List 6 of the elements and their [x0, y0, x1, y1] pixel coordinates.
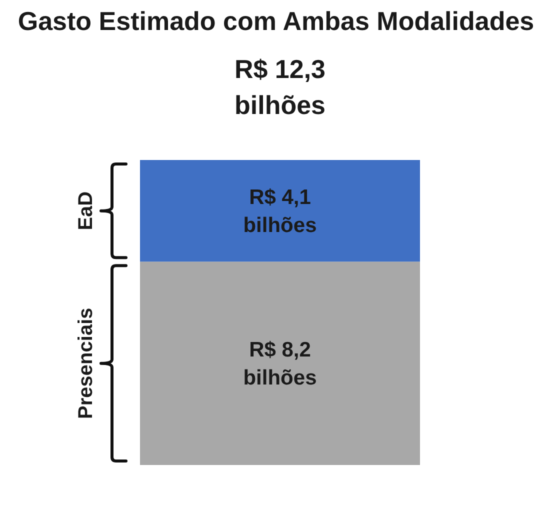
text: EaD	[75, 191, 97, 230]
chart-title: Gasto Estimado com Ambas Modalidades	[16, 6, 536, 37]
text: Presenciais	[75, 308, 97, 419]
data-label: R$ 8,2 bilhões	[243, 338, 317, 390]
data-label: R$ 4,1 bilhões	[243, 186, 317, 237]
total-label: R$ 12,3 bilhões	[234, 54, 326, 120]
